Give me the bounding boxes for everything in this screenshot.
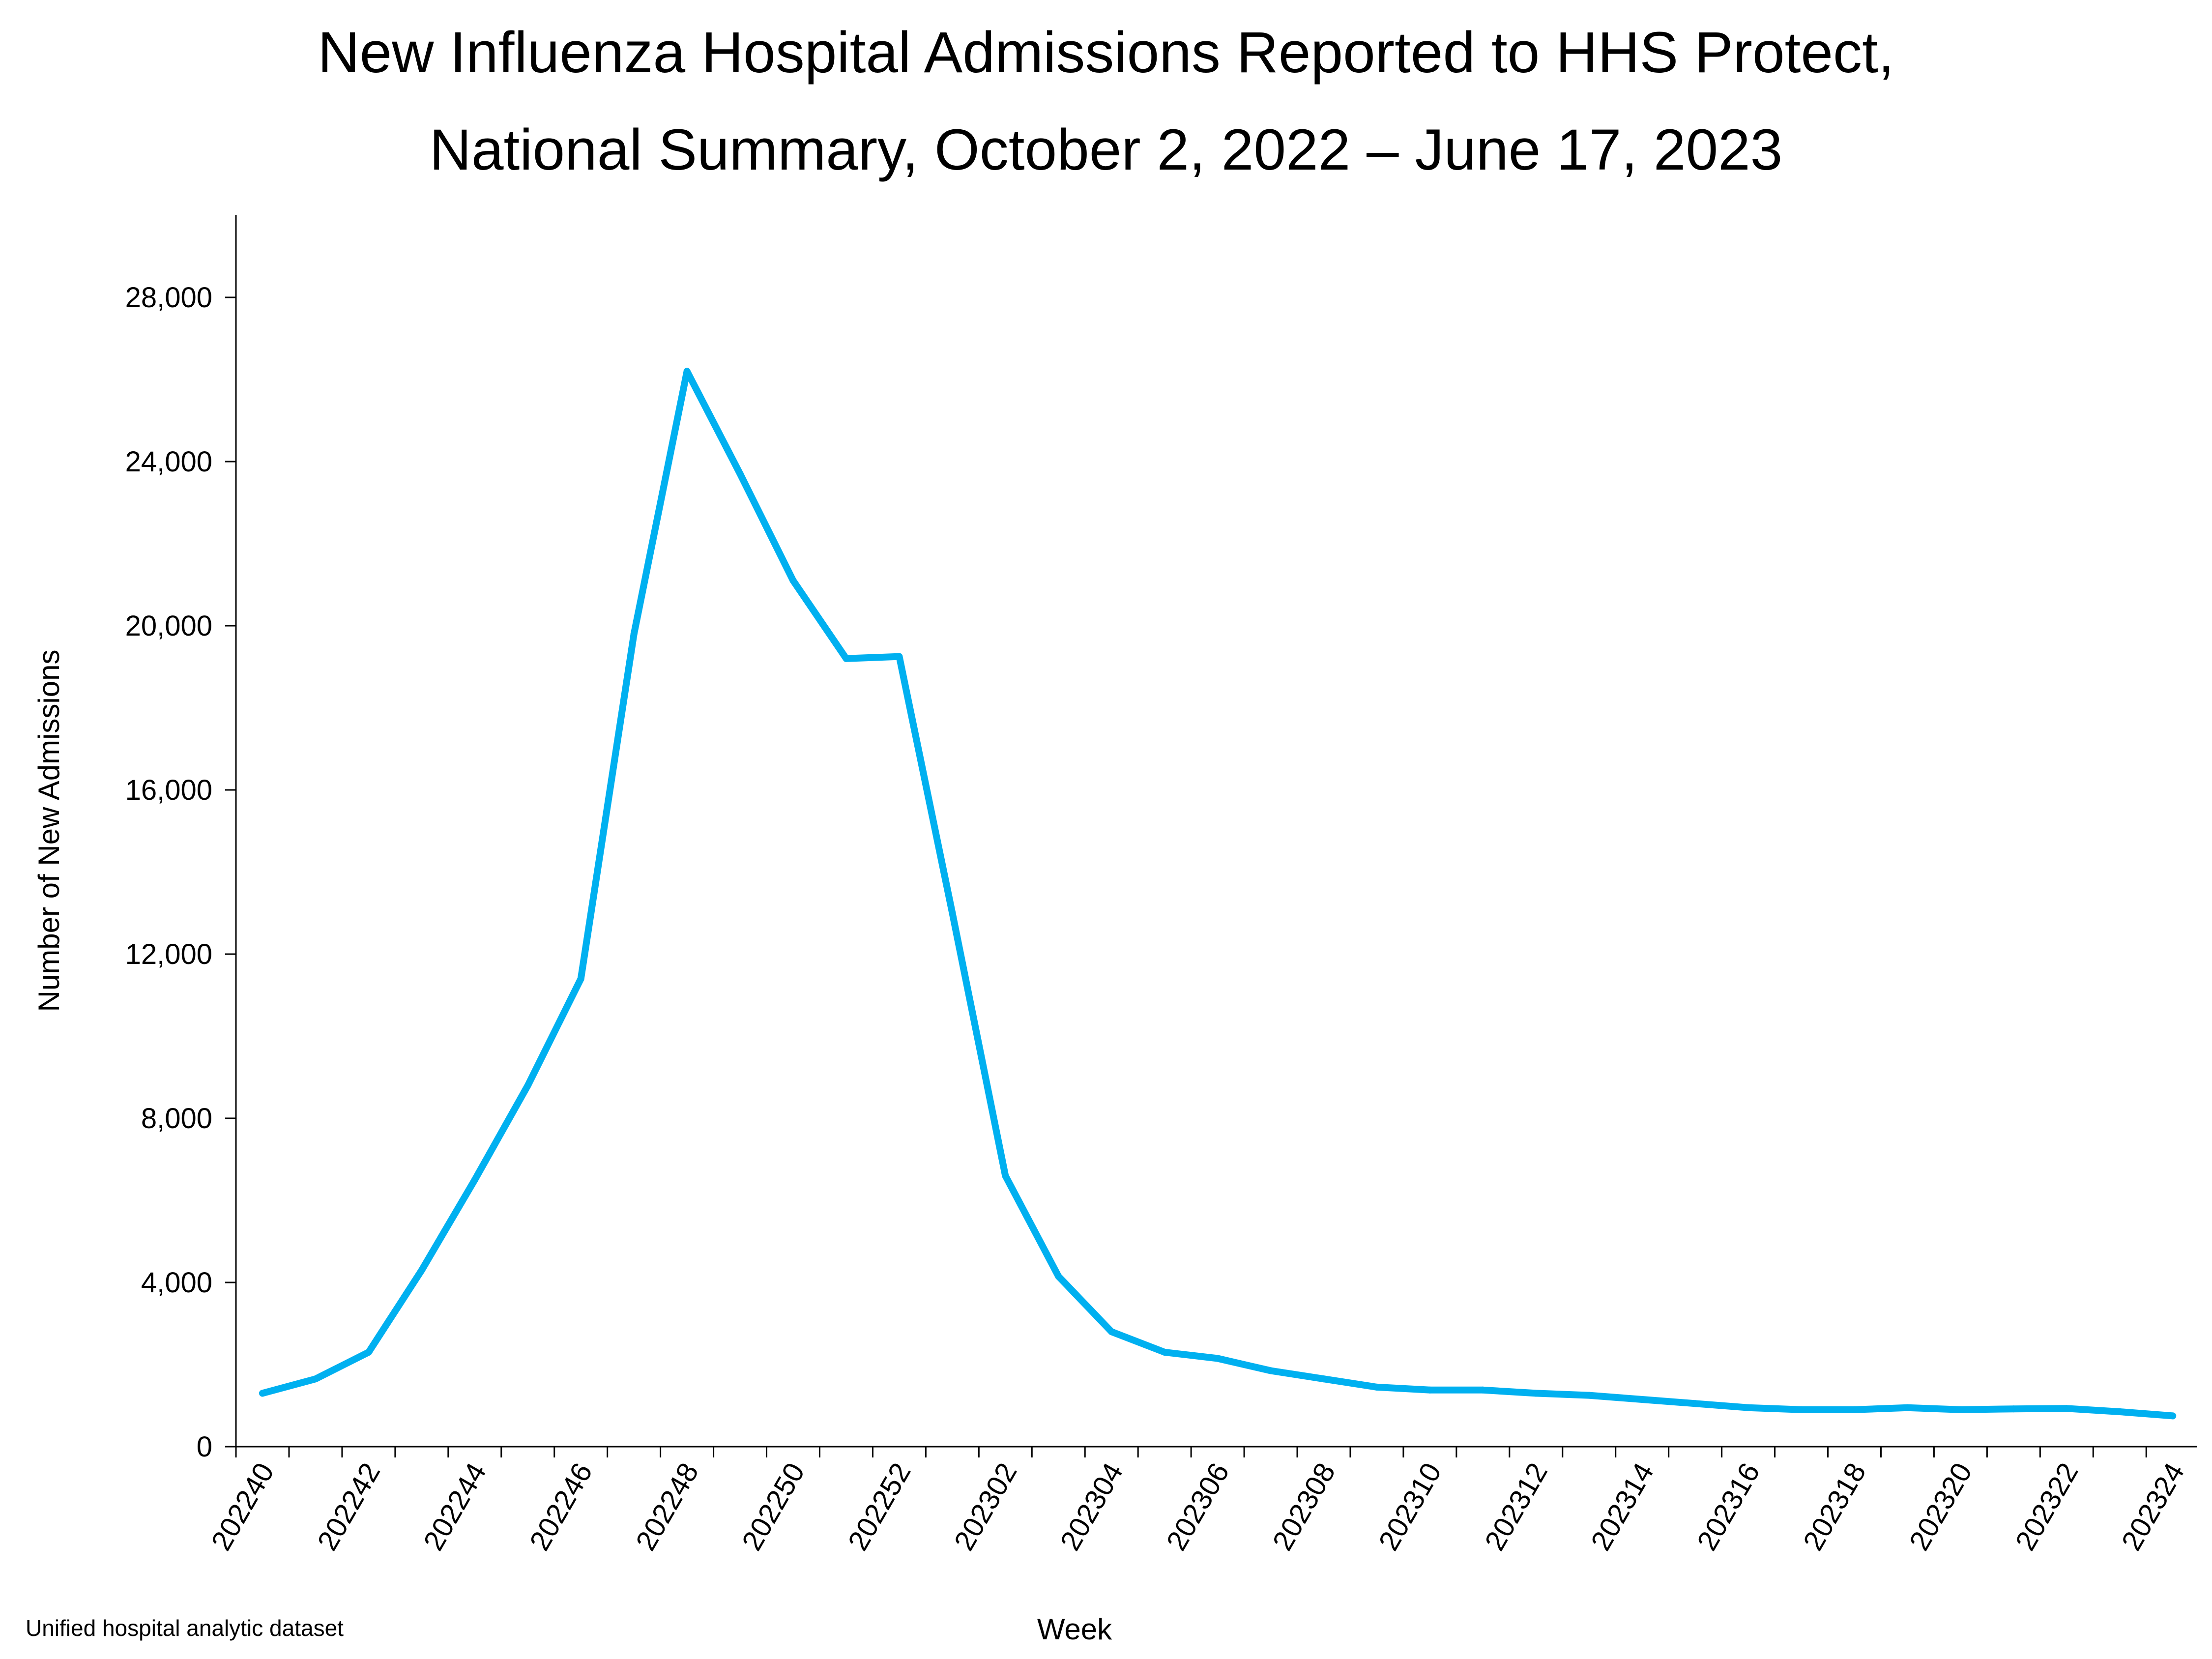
y-tick-label: 0 xyxy=(197,1431,212,1463)
data-point xyxy=(736,470,744,477)
x-tick-label: 202310 xyxy=(1372,1457,1448,1556)
data-point xyxy=(683,368,691,375)
series-layer xyxy=(259,368,2177,1420)
data-point xyxy=(1108,1328,1115,1336)
y-tick-label: 8,000 xyxy=(141,1103,212,1135)
data-point xyxy=(524,1082,531,1089)
data-point xyxy=(1691,1400,1699,1407)
data-point xyxy=(1214,1355,1222,1362)
data-point xyxy=(365,1348,372,1356)
x-tick-label: 202312 xyxy=(1479,1457,1554,1556)
data-point xyxy=(2169,1412,2177,1420)
data-point xyxy=(1373,1383,1380,1391)
x-tick-label: 202316 xyxy=(1691,1457,1766,1556)
data-point xyxy=(1267,1367,1275,1374)
data-point xyxy=(2010,1405,2017,1413)
data-point xyxy=(1002,1172,1009,1179)
x-tick-label: 202250 xyxy=(736,1457,811,1556)
data-point xyxy=(1161,1348,1168,1356)
data-point xyxy=(418,1266,425,1274)
x-tick-label: 202306 xyxy=(1160,1457,1235,1556)
data-point xyxy=(630,630,638,638)
data-point xyxy=(1479,1386,1486,1394)
x-tick-label: 202244 xyxy=(417,1457,493,1556)
data-point xyxy=(259,1390,266,1397)
data-source-note: Unified hospital analytic dataset xyxy=(26,1615,344,1641)
y-axis-title: Number of New Admissions xyxy=(32,650,65,1012)
y-tick-label: 16,000 xyxy=(125,774,212,806)
x-tick-label: 202302 xyxy=(948,1457,1023,1556)
x-tick-label: 202248 xyxy=(630,1457,705,1556)
x-tick-label: 202246 xyxy=(524,1457,599,1556)
x-tick-label: 202252 xyxy=(842,1457,917,1556)
chart-axes xyxy=(235,215,2197,1448)
data-point xyxy=(1638,1396,1646,1403)
x-tick-label: 202324 xyxy=(2115,1457,2190,1556)
data-point xyxy=(312,1375,319,1383)
data-point xyxy=(1532,1390,1540,1397)
data-point xyxy=(1585,1392,1593,1399)
x-axis-title: Week xyxy=(1037,1613,1112,1646)
x-tick-label: 202308 xyxy=(1266,1457,1341,1556)
y-tick-label: 20,000 xyxy=(125,610,212,642)
data-point xyxy=(949,909,956,917)
x-axis-ticks: 202240 202242 202244 202246 202248 202250 2022… xyxy=(205,1447,2190,1556)
x-tick-label: 202240 xyxy=(205,1457,280,1556)
data-point xyxy=(1798,1406,1805,1413)
y-tick-label: 12,000 xyxy=(125,938,212,970)
series-line xyxy=(259,368,2177,1420)
x-tick-label: 202314 xyxy=(1585,1457,1660,1556)
data-point xyxy=(1426,1386,1433,1394)
chart-title-line-1: New Influenza Hospital Admissions Report… xyxy=(318,20,1894,85)
chart-title-line-2: National Summary, October 2, 2022 – June… xyxy=(429,117,1783,182)
data-point xyxy=(789,577,797,584)
data-point xyxy=(2063,1405,2070,1412)
x-tick-label: 202304 xyxy=(1054,1457,1129,1556)
data-point xyxy=(1957,1406,1964,1413)
data-point xyxy=(471,1176,478,1184)
x-tick-label: 202322 xyxy=(2009,1457,2084,1556)
x-tick-label: 202320 xyxy=(1903,1457,1979,1556)
data-point xyxy=(2116,1408,2124,1415)
data-point xyxy=(843,655,850,662)
y-tick-label: 4,000 xyxy=(141,1267,212,1299)
data-point xyxy=(1851,1406,1858,1413)
data-point xyxy=(577,975,584,983)
data-point xyxy=(1055,1273,1062,1280)
data-point xyxy=(896,653,903,660)
y-tick-label: 28,000 xyxy=(125,282,212,314)
x-tick-label: 202242 xyxy=(311,1457,386,1556)
data-point xyxy=(1904,1404,1911,1411)
x-tick-label: 202318 xyxy=(1797,1457,1872,1556)
data-point xyxy=(1320,1375,1327,1383)
y-tick-label: 24,000 xyxy=(125,446,212,478)
y-axis-ticks: 0 4,000 8,000 12,000 16,000 20,000 24,000 28,00… xyxy=(125,282,236,1463)
data-point xyxy=(1745,1404,1752,1411)
